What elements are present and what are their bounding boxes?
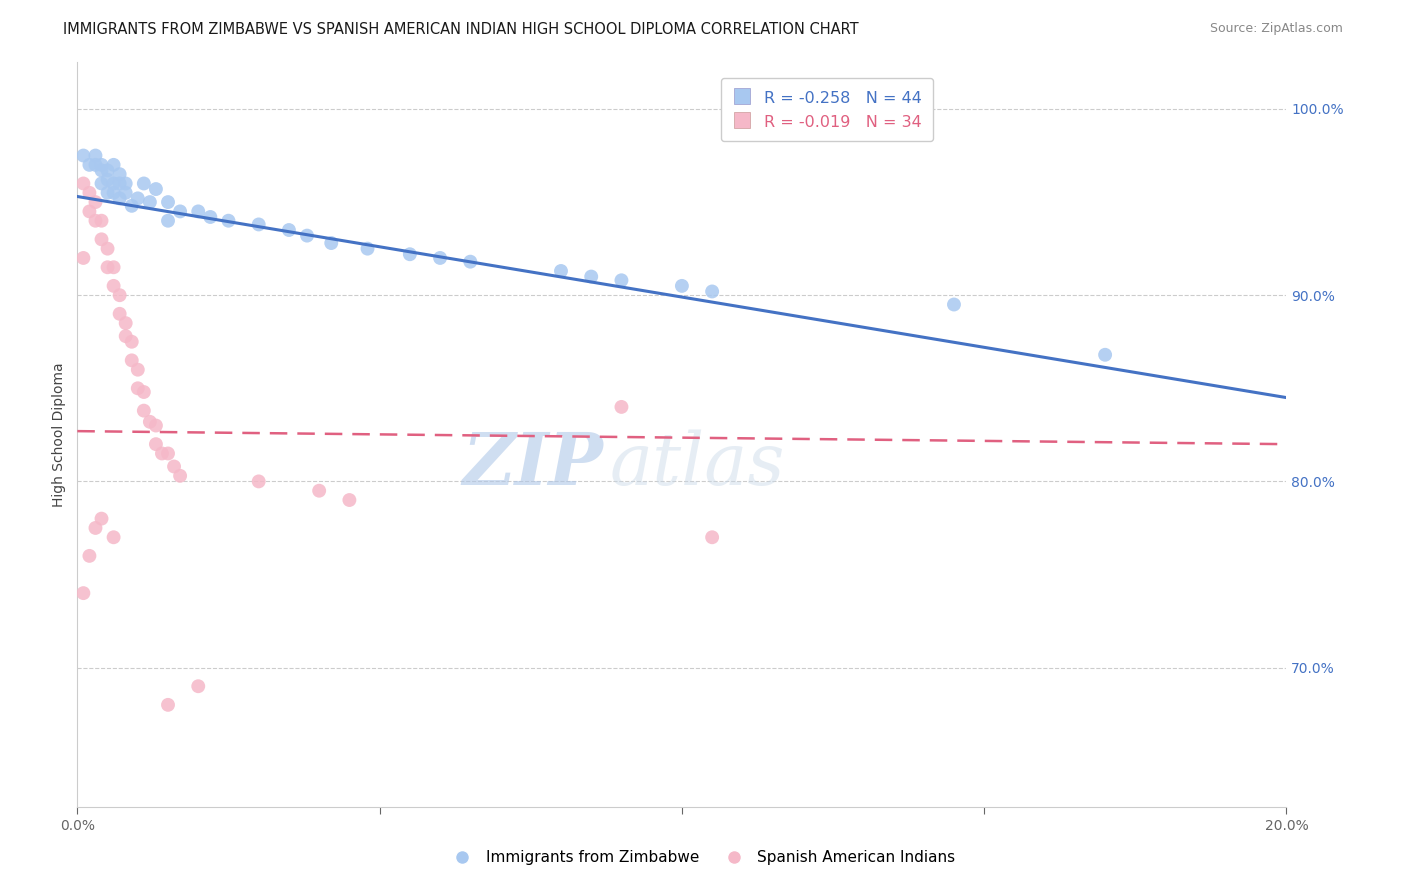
- Point: [108, 288, 131, 302]
- Point: [1094, 348, 1116, 362]
- Point: [278, 223, 301, 237]
- Point: [79, 204, 101, 219]
- Point: [702, 285, 724, 299]
- Point: [90, 158, 112, 172]
- Point: [218, 213, 240, 227]
- Y-axis label: High School Diploma: High School Diploma: [52, 362, 66, 508]
- Point: [308, 483, 330, 498]
- Point: [169, 204, 191, 219]
- Point: [84, 213, 107, 227]
- Point: [79, 158, 101, 172]
- Point: [84, 148, 107, 162]
- Point: [96, 163, 118, 178]
- Point: [247, 218, 270, 232]
- Point: [72, 148, 94, 162]
- Point: [114, 186, 136, 200]
- Point: [103, 278, 125, 293]
- Point: [127, 362, 149, 376]
- Point: [114, 316, 136, 330]
- Point: [121, 334, 143, 349]
- Point: [79, 549, 101, 563]
- Point: [114, 177, 136, 191]
- Point: [103, 260, 125, 275]
- Point: [157, 195, 180, 210]
- Point: [108, 167, 131, 181]
- Point: [84, 195, 107, 210]
- Point: [132, 403, 155, 417]
- Point: [103, 158, 125, 172]
- Point: [356, 242, 378, 256]
- Point: [96, 186, 118, 200]
- Point: [121, 199, 143, 213]
- Point: [610, 273, 633, 287]
- Legend: R = -0.258   N = 44, R = -0.019   N = 34: R = -0.258 N = 44, R = -0.019 N = 34: [721, 78, 934, 141]
- Point: [702, 530, 724, 544]
- Point: [84, 521, 107, 535]
- Point: [108, 177, 131, 191]
- Point: [90, 511, 112, 525]
- Point: [157, 698, 180, 712]
- Point: [581, 269, 603, 284]
- Point: [550, 264, 572, 278]
- Point: [610, 400, 633, 414]
- Point: [121, 353, 143, 368]
- Point: [96, 173, 118, 187]
- Point: [145, 182, 167, 196]
- Point: [79, 186, 101, 200]
- Point: [72, 251, 94, 265]
- Point: [132, 177, 155, 191]
- Point: [337, 493, 360, 508]
- Point: [157, 446, 180, 460]
- Point: [671, 278, 693, 293]
- Point: [84, 158, 107, 172]
- Point: [90, 163, 112, 178]
- Point: [200, 210, 222, 224]
- Legend: Immigrants from Zimbabwe, Spanish American Indians: Immigrants from Zimbabwe, Spanish Americ…: [444, 844, 962, 871]
- Point: [72, 177, 94, 191]
- Point: [132, 384, 155, 399]
- Point: [169, 468, 191, 483]
- Point: [96, 242, 118, 256]
- Point: [114, 329, 136, 343]
- Point: [90, 177, 112, 191]
- Point: [108, 307, 131, 321]
- Text: Source: ZipAtlas.com: Source: ZipAtlas.com: [1209, 22, 1343, 36]
- Point: [103, 186, 125, 200]
- Point: [321, 235, 343, 250]
- Point: [108, 191, 131, 205]
- Point: [127, 191, 149, 205]
- Text: atlas: atlas: [609, 429, 785, 500]
- Point: [187, 204, 209, 219]
- Point: [96, 260, 118, 275]
- Point: [942, 297, 965, 311]
- Point: [247, 475, 270, 489]
- Point: [127, 381, 149, 395]
- Text: IMMIGRANTS FROM ZIMBABWE VS SPANISH AMERICAN INDIAN HIGH SCHOOL DIPLOMA CORRELAT: IMMIGRANTS FROM ZIMBABWE VS SPANISH AMER…: [63, 22, 859, 37]
- Point: [150, 446, 173, 460]
- Point: [139, 415, 162, 429]
- Text: ZIP: ZIP: [463, 429, 603, 500]
- Point: [429, 251, 451, 265]
- Point: [72, 586, 94, 600]
- Point: [139, 195, 162, 210]
- Point: [145, 418, 167, 433]
- Point: [90, 232, 112, 246]
- Point: [103, 530, 125, 544]
- Point: [157, 213, 180, 227]
- Point: [90, 213, 112, 227]
- Point: [187, 679, 209, 693]
- Point: [458, 254, 481, 268]
- Point: [163, 459, 186, 474]
- Point: [399, 247, 422, 261]
- Point: [145, 437, 167, 451]
- Point: [103, 177, 125, 191]
- Point: [295, 228, 318, 243]
